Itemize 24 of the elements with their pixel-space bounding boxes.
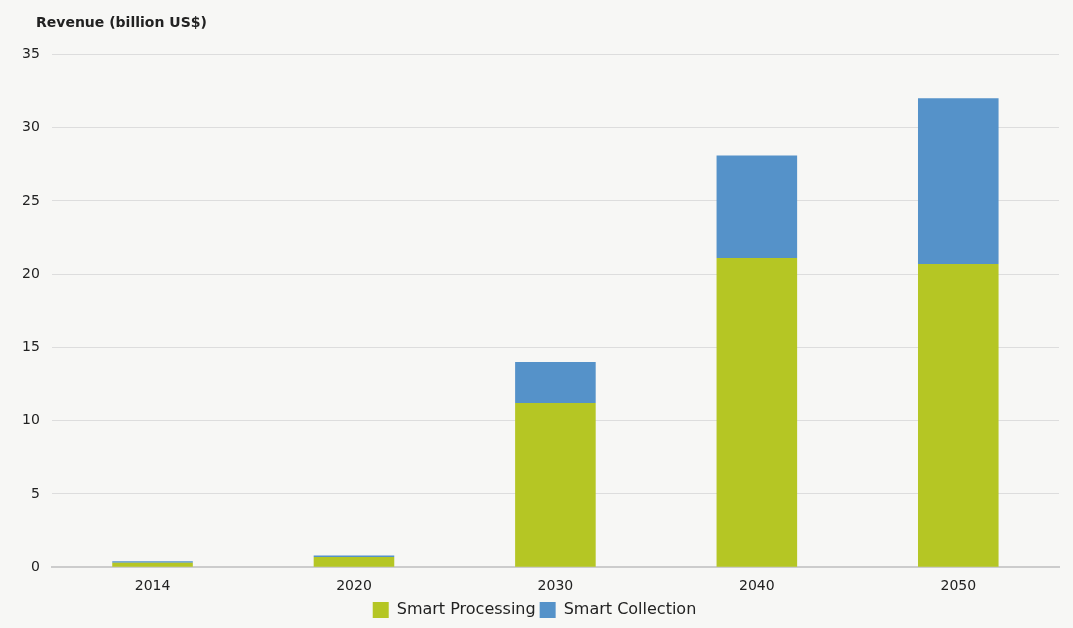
bar — [515, 403, 596, 567]
y-tick-label: 30 — [21, 118, 40, 135]
x-tick-label: 2020 — [336, 577, 372, 594]
y-tick-label: 25 — [21, 191, 40, 208]
legend-label: Smart Collection — [563, 599, 697, 619]
y-tick-label: 0 — [30, 557, 40, 574]
y-tick-label: 10 — [21, 411, 40, 428]
bar — [716, 155, 798, 259]
y-tick-label: 5 — [30, 484, 40, 501]
x-tick-label: 2050 — [940, 577, 977, 594]
y-axis-title: Revenue (billion US$) — [36, 14, 207, 30]
bar — [716, 258, 798, 567]
x-tick-label: 2030 — [537, 577, 574, 594]
y-tick-label: 35 — [21, 45, 40, 62]
x-tick-label: 2014 — [134, 577, 171, 594]
bar — [112, 562, 193, 567]
bar — [313, 556, 395, 567]
x-tick-label: 2040 — [739, 577, 775, 594]
bar — [515, 362, 596, 404]
bar — [917, 263, 999, 567]
y-tick-label: 15 — [21, 338, 40, 355]
legend-label: Smart Processing — [396, 599, 536, 619]
bar — [917, 98, 999, 264]
y-tick-label: 20 — [21, 264, 40, 281]
